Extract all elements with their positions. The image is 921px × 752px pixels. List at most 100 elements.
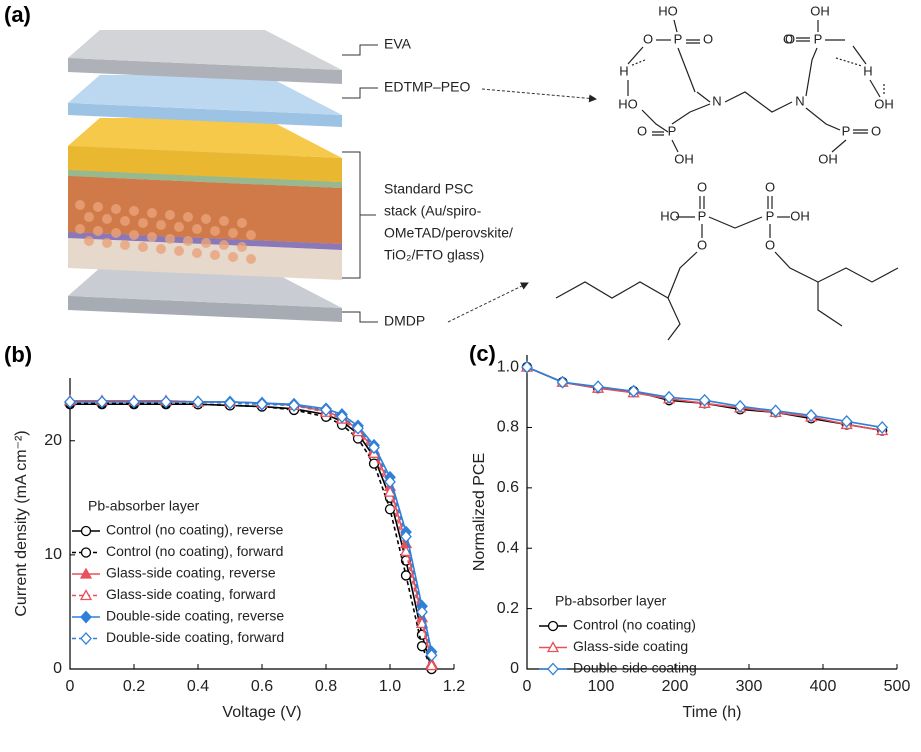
particle — [201, 238, 211, 248]
slab-front — [68, 296, 342, 322]
stack-label: Standard PSC — [384, 181, 474, 197]
atom: H — [619, 63, 628, 78]
y-tick-label: 10 — [44, 546, 62, 563]
atom: O — [871, 123, 881, 138]
particle — [237, 218, 247, 228]
atom: HO — [618, 96, 638, 111]
particle — [75, 224, 85, 234]
atom: HO — [660, 208, 680, 223]
legend-marker — [79, 589, 93, 601]
particle — [228, 228, 238, 238]
legend-marker — [546, 641, 560, 653]
y-tick-label: 0.8 — [497, 419, 519, 436]
particle — [93, 202, 103, 212]
particle — [84, 212, 94, 222]
marker — [400, 530, 412, 544]
x-tick-label: 300 — [736, 678, 763, 695]
marker — [128, 395, 140, 409]
y-axis-label: Current density (mA cm⁻²) — [13, 430, 30, 616]
particle — [120, 240, 130, 250]
bond — [667, 297, 681, 341]
layer-label: DMDP — [384, 313, 425, 329]
bond — [686, 39, 700, 44]
bracket — [342, 151, 376, 279]
x-tick-label: 0.4 — [187, 678, 209, 695]
marker — [805, 408, 818, 422]
atom: P — [668, 123, 677, 138]
x-tick-label: 0 — [523, 678, 532, 695]
series-line — [70, 403, 433, 670]
legend-marker — [80, 632, 92, 645]
particle — [183, 236, 193, 246]
marker — [592, 380, 604, 394]
particle — [129, 230, 139, 240]
layer-label: EDTMP–PEO — [384, 79, 470, 95]
particle — [138, 242, 148, 252]
marker — [876, 420, 889, 434]
atom: OH — [810, 3, 830, 18]
legend-marker — [80, 610, 92, 624]
series-line — [70, 402, 433, 670]
particle — [192, 224, 202, 234]
legend-marker — [80, 547, 92, 558]
series-line — [70, 401, 433, 656]
bond — [671, 139, 679, 153]
bond — [767, 196, 773, 209]
particle — [237, 242, 247, 252]
marker — [96, 395, 108, 409]
particle — [93, 226, 103, 236]
atom: P — [674, 31, 683, 46]
x-tick-label: 400 — [810, 678, 837, 695]
legend-label: Control (no coating), reverse — [106, 522, 284, 538]
marker — [416, 605, 428, 619]
x-tick-label: 500 — [884, 678, 911, 695]
leader — [342, 87, 378, 99]
stack-label: TiO₂/FTO glass) — [384, 247, 484, 263]
atom: HO — [658, 3, 678, 18]
x-tick-label: 0 — [66, 678, 75, 695]
particle — [75, 200, 85, 210]
marker — [556, 375, 569, 389]
bond — [696, 91, 711, 103]
atom: OH — [674, 151, 694, 166]
marker — [416, 641, 428, 652]
particle — [246, 230, 256, 240]
bond — [796, 37, 810, 42]
marker — [521, 360, 533, 374]
legend-title: Pb-absorber layer — [88, 498, 200, 514]
marker — [627, 384, 640, 398]
particle — [246, 254, 256, 264]
atom: O — [637, 123, 647, 138]
atom: P — [766, 208, 775, 223]
bond — [641, 109, 669, 133]
legend-label: Double-side coating, reverse — [106, 608, 284, 624]
marker — [384, 475, 396, 489]
marker — [160, 395, 172, 409]
particle — [156, 220, 166, 230]
marker — [698, 393, 711, 407]
legend-label: Glass-side coating — [573, 638, 688, 654]
slab-front — [68, 58, 342, 84]
atom: O — [697, 237, 707, 252]
slab-top — [68, 75, 342, 115]
particle — [219, 216, 229, 226]
slab-top — [68, 118, 342, 158]
particle — [210, 226, 220, 236]
leader — [342, 44, 378, 56]
h-bond — [629, 59, 646, 67]
particle — [201, 214, 211, 224]
particle — [111, 204, 121, 214]
particle — [210, 250, 220, 260]
marker — [840, 414, 853, 428]
legend-label: Control (no coating) — [573, 617, 696, 633]
atom: O — [765, 179, 775, 194]
marker — [769, 404, 782, 418]
marker — [192, 395, 204, 409]
atom: OH — [874, 96, 894, 111]
particle — [129, 206, 139, 216]
y-tick-label: 1.0 — [497, 358, 519, 375]
marker — [368, 441, 380, 455]
legend-marker — [79, 567, 93, 579]
atom: N — [712, 93, 721, 108]
